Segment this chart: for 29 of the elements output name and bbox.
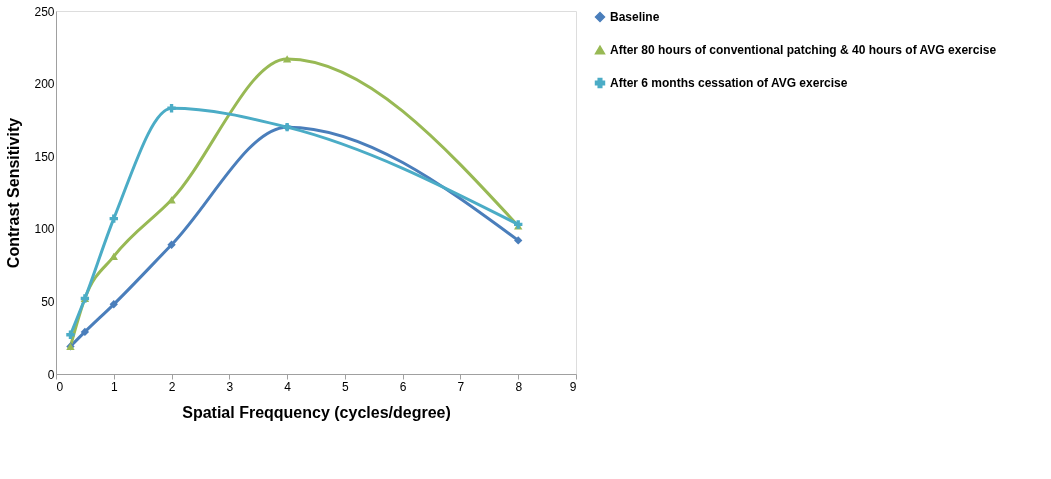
x-axis-title: Spatial Freqquency (cycles/degree) [182,403,451,421]
y-tick-label: 200 [34,77,55,92]
point [167,240,176,249]
x-tick-label: 1 [110,379,118,394]
y-tick-label: 50 [41,294,55,309]
point [109,214,118,223]
point [66,330,75,339]
x-tick-label: 7 [457,379,465,394]
point [167,104,176,113]
point [109,300,118,309]
point [514,236,523,245]
y-tick-label: 0 [47,367,55,382]
x-tick-label: 3 [226,379,234,394]
point [109,252,118,261]
y-axis-title: Contrast Sensitivity [5,117,23,269]
x-tick-label: 6 [399,379,407,394]
legend-label: After 80 hours of conventional patching & 40 hours of AVG exercise [610,43,997,57]
y-tick-label: 100 [34,222,55,237]
x-tick-label: 8 [515,379,523,394]
legend-label: After 6 months cessation of AVG exercise [610,76,848,90]
y-tick-label: 250 [34,4,55,19]
point [80,327,90,337]
legend-label: Baseline [610,10,660,24]
point [282,55,292,63]
x-tick-label: 9 [569,379,577,394]
x-tick-label: 5 [342,379,350,394]
x-tick-label: 4 [284,379,292,394]
x-tick-label: 2 [168,379,176,394]
y-tick-label: 150 [34,149,55,164]
